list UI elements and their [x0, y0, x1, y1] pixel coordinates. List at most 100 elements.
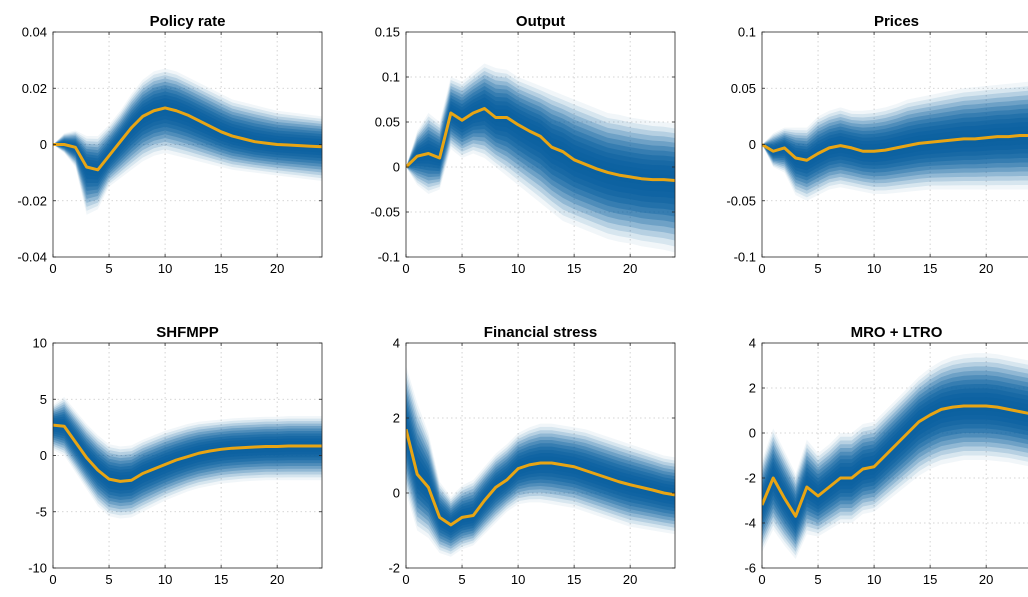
y-tick-label: -0.05 [726, 193, 756, 208]
band-level [406, 413, 675, 533]
band-level [762, 397, 1028, 524]
band-level [53, 75, 322, 207]
panel-title: Financial stress [484, 324, 597, 341]
panel-title: Prices [874, 13, 919, 30]
y-tick-label: 0 [40, 137, 47, 152]
y-tick-label: -0.02 [17, 193, 47, 208]
y-tick-label: -4 [744, 516, 756, 531]
x-tick-label: 20 [979, 572, 993, 587]
confidence-bands [406, 63, 675, 253]
band-level [53, 423, 322, 485]
x-tick-label: 20 [623, 572, 637, 587]
band-level [53, 104, 322, 174]
y-tick-label: -2 [388, 561, 400, 576]
band-level [762, 401, 1028, 520]
y-tick-label: 2 [393, 411, 400, 426]
band-level [53, 78, 322, 203]
panel-1: 0 5 10 15 20 -0.1 -0.05 0 0.05 0.1 0.15 Output [370, 13, 676, 276]
y-tick-label: 2 [749, 381, 756, 396]
y-tick-label: 0.05 [731, 81, 756, 96]
median-line [406, 107, 675, 182]
x-tick-label: 5 [458, 572, 465, 587]
x-tick-label: 15 [923, 572, 937, 587]
x-tick-label: 10 [158, 261, 172, 276]
y-tick-label: 4 [749, 336, 756, 351]
median-line [762, 134, 1028, 162]
x-tick-label: 20 [979, 261, 993, 276]
axes-frame [405, 31, 676, 258]
y-tick-label: 5 [40, 392, 47, 407]
x-tick-label: 0 [402, 572, 409, 587]
x-tick-label: 0 [758, 261, 765, 276]
confidence-bands [53, 68, 322, 215]
x-tick-label: 20 [270, 261, 284, 276]
x-tick-label: 10 [867, 261, 881, 276]
y-tick-label: -0.1 [734, 250, 756, 265]
x-tick-label: 5 [814, 261, 821, 276]
y-tick-label: 0.05 [375, 115, 400, 130]
y-tick-label: 0.02 [22, 81, 47, 96]
y-tick-label: 0 [393, 486, 400, 501]
y-tick-label: 0.15 [375, 25, 400, 40]
x-tick-label: 5 [458, 261, 465, 276]
median-line [53, 106, 322, 172]
grid [406, 343, 675, 568]
band-level [53, 84, 322, 195]
panel-3: 0 5 10 15 20 -10 -5 0 5 10 SHFMPP [28, 324, 323, 587]
axes-frame [405, 342, 676, 569]
y-tick-label: -5 [35, 504, 47, 519]
y-tick-label: -0.1 [378, 250, 400, 265]
confidence-bands [762, 81, 1028, 201]
grid [406, 32, 675, 257]
y-tick-label: -0.05 [370, 205, 400, 220]
x-tick-label: 20 [623, 261, 637, 276]
x-tick-label: 0 [49, 572, 56, 587]
panel-title: SHFMPP [156, 324, 219, 341]
confidence-bands [762, 353, 1028, 559]
panel-0: 0 5 10 15 20 -0.04 -0.02 0 0.02 0.04 Policy rate [17, 13, 323, 276]
panel-5: 0 5 10 15 20 -6 -4 -2 0 2 4 MRO + LTRO [744, 324, 1028, 587]
panel-title: MRO + LTRO [851, 324, 943, 341]
y-tick-label: 0 [749, 137, 756, 152]
x-tick-label: 0 [402, 261, 409, 276]
x-tick-label: 10 [158, 572, 172, 587]
y-tick-label: 0.04 [22, 25, 47, 40]
x-tick-label: 0 [49, 261, 56, 276]
y-tick-label: 0 [393, 160, 400, 175]
y-tick-label: -2 [744, 471, 756, 486]
y-tick-label: 4 [393, 336, 400, 351]
axes-frame [761, 342, 1028, 569]
band-level [53, 71, 322, 211]
y-tick-label: -6 [744, 561, 756, 576]
x-tick-label: 5 [814, 572, 821, 587]
x-tick-label: 10 [867, 572, 881, 587]
y-tick-label: -10 [28, 561, 47, 576]
x-tick-label: 20 [270, 572, 284, 587]
x-tick-label: 0 [758, 572, 765, 587]
y-tick-label: 10 [33, 336, 47, 351]
x-tick-label: 15 [214, 572, 228, 587]
y-tick-label: 0.1 [738, 25, 756, 40]
panel-title: Output [516, 13, 565, 30]
x-tick-label: 10 [511, 572, 525, 587]
x-tick-label: 5 [105, 572, 112, 587]
x-tick-label: 15 [567, 572, 581, 587]
band-level [53, 81, 322, 199]
x-tick-label: 15 [923, 261, 937, 276]
y-tick-label: -0.04 [17, 250, 47, 265]
panel-2: 0 5 10 15 20 -0.1 -0.05 0 0.05 0.1 Prices [726, 13, 1028, 276]
panel-title: Policy rate [150, 13, 226, 30]
y-tick-label: 0 [40, 448, 47, 463]
median-line [53, 423, 322, 483]
y-tick-label: 0.1 [382, 70, 400, 85]
median-line [762, 404, 1028, 518]
x-tick-label: 15 [214, 261, 228, 276]
y-tick-label: 0 [749, 426, 756, 441]
band-level [53, 68, 322, 215]
x-tick-label: 10 [511, 261, 525, 276]
median-line [406, 428, 675, 527]
x-tick-label: 15 [567, 261, 581, 276]
confidence-bands [406, 365, 675, 557]
